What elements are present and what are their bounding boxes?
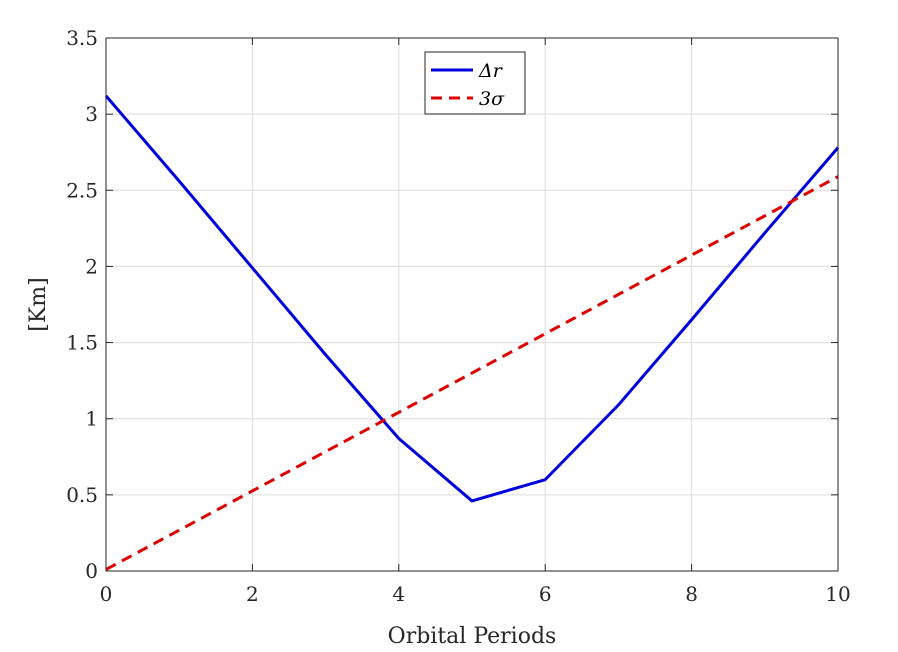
y-tick-label: 3.5 (66, 26, 98, 50)
y-tick-label: 0 (85, 559, 98, 583)
y-tick-label: 2 (85, 254, 98, 278)
y-tick-label: 0.5 (66, 483, 98, 507)
y-axis-label: [Km] (26, 277, 51, 331)
x-tick-label: 8 (685, 582, 698, 606)
y-tick-label: 2.5 (66, 178, 98, 202)
series-line-0 (104, 94, 840, 503)
legend: Δr 3σ (424, 51, 526, 115)
axis-ticks: 0 2 4 6 8 10 0 0.5 1 1.5 2 2.5 3 3.5 (66, 26, 851, 606)
y-tick-label: 1.5 (66, 331, 98, 355)
legend-label: Δr (478, 60, 504, 82)
y-tick-label: 1 (85, 407, 98, 431)
x-tick-label: 2 (246, 582, 259, 606)
legend-box (424, 51, 526, 115)
legend-label: 3σ (479, 88, 505, 110)
x-tick-label: 0 (100, 582, 113, 606)
y-tick-label: 3 (85, 102, 98, 126)
series-lines (104, 94, 840, 571)
x-tick-label: 10 (825, 582, 850, 606)
grid (105, 37, 839, 572)
x-axis-label: Orbital Periods (388, 624, 557, 649)
series-line-1 (105, 175, 839, 571)
x-tick-label: 6 (539, 582, 552, 606)
x-tick-label: 4 (392, 582, 405, 606)
axes-frame (105, 37, 839, 572)
